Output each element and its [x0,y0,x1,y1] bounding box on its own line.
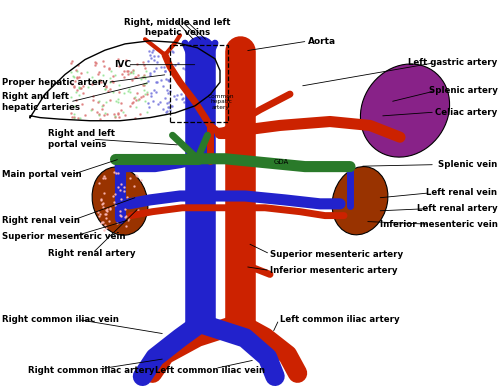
Text: Superior mesenteric artery: Superior mesenteric artery [270,250,403,258]
Text: Inferior mesenteric artery: Inferior mesenteric artery [270,266,398,275]
Text: Proper hepatic artery: Proper hepatic artery [2,78,108,87]
Text: Celiac artery: Celiac artery [435,108,498,116]
Text: Right renal vein: Right renal vein [2,216,80,225]
Text: IVC: IVC [114,60,131,69]
Bar [170,45,228,122]
Text: Left common iliac vein: Left common iliac vein [155,366,265,375]
Text: Main portal vein: Main portal vein [2,170,82,179]
Text: Common
hepatic
artery: Common hepatic artery [208,94,234,110]
Text: Right renal artery: Right renal artery [48,249,135,258]
Ellipse shape [332,167,388,235]
Text: Right and left
hepatic arteries: Right and left hepatic arteries [2,92,80,112]
Text: Splenic artery: Splenic artery [428,87,498,95]
Text: Left common iliac artery: Left common iliac artery [280,315,400,324]
Text: Left renal vein: Left renal vein [426,189,498,197]
Text: GDA: GDA [274,158,289,165]
Text: Superior mesenteric vein: Superior mesenteric vein [2,232,126,241]
Text: Right and left
portal veins: Right and left portal veins [48,129,114,149]
Text: Right common iliac artery: Right common iliac artery [28,366,154,375]
Text: Splenic vein: Splenic vein [438,160,498,169]
Text: Right, middle and left
hepatic veins: Right, middle and left hepatic veins [124,18,231,37]
Text: Left renal artery: Left renal artery [417,204,498,213]
Text: Right common iliac vein: Right common iliac vein [2,315,120,324]
Text: Left gastric artery: Left gastric artery [408,58,498,67]
Ellipse shape [360,64,450,157]
Text: Inferior mesenteric vein: Inferior mesenteric vein [380,220,498,229]
Ellipse shape [92,167,148,235]
Text: Aorta: Aorta [308,37,336,45]
